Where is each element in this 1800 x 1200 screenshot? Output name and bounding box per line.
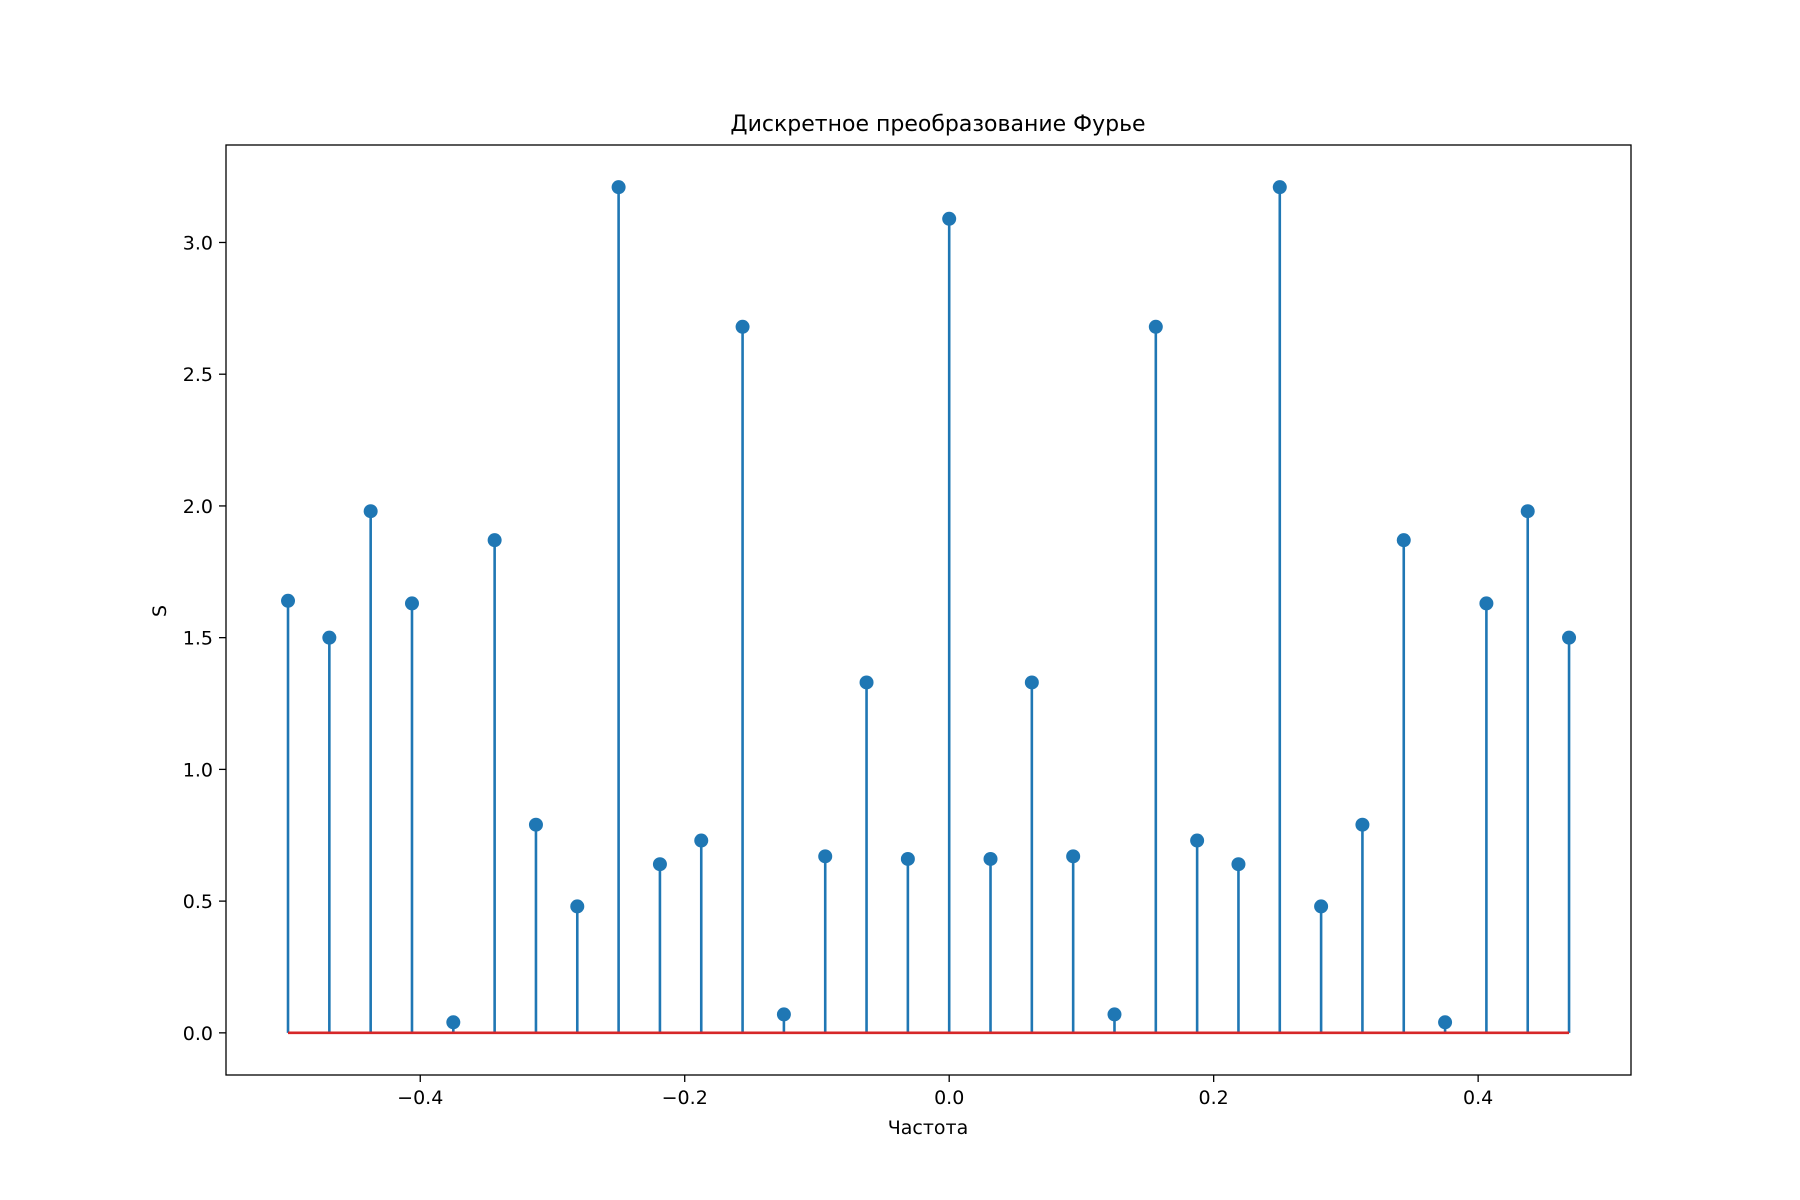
stem-marker bbox=[1396, 533, 1411, 548]
y-tick-label: 2.0 bbox=[183, 496, 213, 518]
stem-marker bbox=[363, 504, 378, 519]
y-tick-label: 3.0 bbox=[183, 232, 213, 254]
stem-marker bbox=[1272, 180, 1287, 195]
stem-marker bbox=[611, 180, 626, 195]
stem-marker bbox=[859, 675, 874, 690]
stem-marker bbox=[1520, 504, 1535, 519]
stem-marker bbox=[983, 851, 998, 866]
y-tick-label: 2.5 bbox=[183, 364, 213, 386]
x-tick-label: 0.0 bbox=[934, 1087, 964, 1109]
stem-marker bbox=[1438, 1015, 1453, 1030]
x-tick-label: 0.2 bbox=[1199, 1087, 1229, 1109]
stem-marker bbox=[1148, 319, 1163, 334]
stem-marker bbox=[735, 319, 750, 334]
x-tick-label: −0.2 bbox=[662, 1087, 708, 1109]
stem-marker bbox=[1107, 1007, 1122, 1022]
x-axis: −0.4 −0.2 0.0 0.2 0.4 bbox=[397, 1075, 1493, 1109]
stem-marker bbox=[1231, 857, 1246, 872]
x-axis-label: Частота bbox=[888, 1117, 969, 1139]
x-tick-label: −0.4 bbox=[397, 1087, 443, 1109]
stem-marker bbox=[528, 817, 543, 832]
stem-marker bbox=[900, 851, 915, 866]
y-axis-label: S bbox=[149, 605, 171, 617]
stem-marker bbox=[1562, 630, 1577, 645]
stem-marker bbox=[1024, 675, 1039, 690]
stem-marker bbox=[818, 849, 833, 864]
stem-marker bbox=[281, 593, 296, 608]
x-tick-label: 0.4 bbox=[1463, 1087, 1493, 1109]
stem-marker bbox=[1190, 833, 1205, 848]
stem-marker bbox=[570, 899, 585, 914]
stem-marker bbox=[404, 596, 419, 611]
chart-title: Дискретное преобразование Фурье bbox=[730, 112, 1145, 137]
stem-marker bbox=[1066, 849, 1081, 864]
stem-marker bbox=[776, 1007, 791, 1022]
y-tick-label: 0.0 bbox=[183, 1023, 213, 1045]
stem-marker bbox=[694, 833, 709, 848]
y-tick-label: 1.0 bbox=[183, 759, 213, 781]
stem-marker bbox=[1355, 817, 1370, 832]
stem-marker bbox=[322, 630, 337, 645]
y-tick-label: 1.5 bbox=[183, 628, 213, 650]
y-axis: 0.0 0.5 1.0 1.5 2.0 2.5 3.0 bbox=[183, 232, 226, 1045]
stem-marker bbox=[942, 211, 957, 226]
stem-marker bbox=[487, 533, 502, 548]
stem-marker bbox=[446, 1015, 461, 1030]
stem-marker bbox=[1314, 899, 1329, 914]
stem-marker bbox=[1479, 596, 1494, 611]
plot-area bbox=[281, 180, 1577, 1035]
y-tick-label: 0.5 bbox=[183, 891, 213, 913]
stem-marker bbox=[652, 857, 667, 872]
axes-frame bbox=[225, 144, 1632, 1076]
